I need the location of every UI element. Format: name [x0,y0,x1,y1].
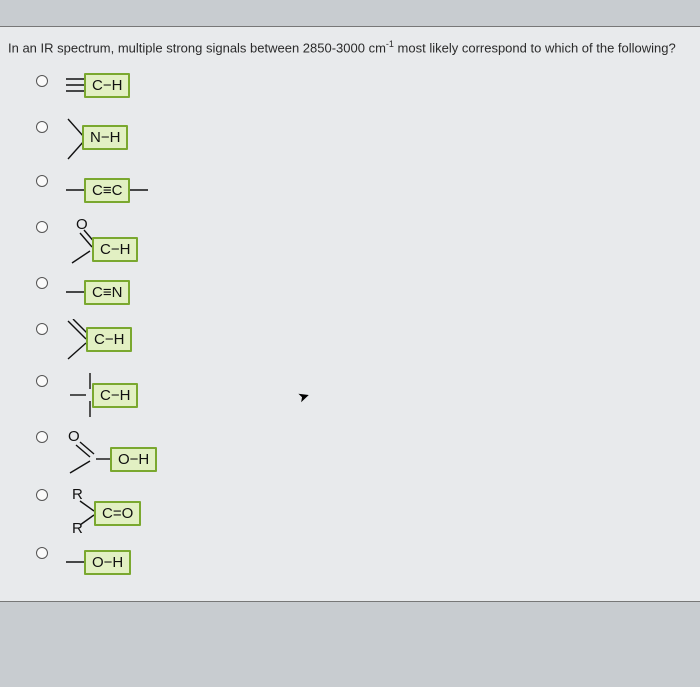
chembox: C≡C [84,178,130,203]
question-card: In an IR spectrum, multiple strong signa… [0,26,700,602]
mol-ald-ch: O C−H [66,217,166,265]
chembox: O−H [110,447,157,472]
chembox: C−H [92,237,138,262]
option-row[interactable]: O C−H [36,217,700,265]
mol-nh: N−H [66,117,156,163]
option-row[interactable]: C−H [36,371,700,419]
mol-sp2-ch: C−H [66,319,166,363]
mol-cn-triple: C≡N [66,273,130,311]
chembox: C−H [86,327,132,352]
mol-sp3-ch: C−H [66,371,176,419]
mol-triple-ch: C−H [66,71,156,109]
question-suffix: most likely correspond to which of the f… [394,40,676,55]
mol-alcohol-oh: O−H [66,543,131,581]
chembox: O−H [84,550,131,575]
mol-cc-triple: C≡C [66,171,148,209]
question-text: In an IR spectrum, multiple strong signa… [0,39,700,63]
option-row[interactable]: C≡N [36,273,700,311]
option-row[interactable]: O O−H [36,427,700,477]
radio-icon[interactable] [36,375,48,387]
chembox: C−H [84,73,130,98]
radio-icon[interactable] [36,547,48,559]
svg-text:R: R [72,486,83,503]
svg-text:R: R [72,520,83,535]
radio-icon[interactable] [36,489,48,501]
option-row[interactable]: R R C=O [36,485,700,535]
option-row[interactable]: N−H [36,117,700,163]
chembox: C−H [92,383,138,408]
option-row[interactable]: C−H [36,71,700,109]
radio-icon[interactable] [36,431,48,443]
option-row[interactable]: C≡C [36,171,700,209]
mol-ketone: R R C=O [66,485,176,535]
radio-icon[interactable] [36,121,48,133]
option-row[interactable]: C−H [36,319,700,363]
radio-icon[interactable] [36,277,48,289]
options-list: C−H N−H [0,63,700,581]
chembox: C≡N [84,280,130,305]
svg-text:O: O [68,428,80,445]
mol-cooh-oh: O O−H [66,427,186,477]
radio-icon[interactable] [36,75,48,87]
question-prefix: In an IR spectrum, multiple strong signa… [8,40,386,55]
radio-icon[interactable] [36,323,48,335]
radio-icon[interactable] [36,175,48,187]
question-exponent: -1 [386,39,394,49]
chembox: C=O [94,501,141,526]
option-row[interactable]: O−H [36,543,700,581]
chembox: N−H [82,125,128,150]
radio-icon[interactable] [36,221,48,233]
svg-text:O: O [76,217,88,233]
